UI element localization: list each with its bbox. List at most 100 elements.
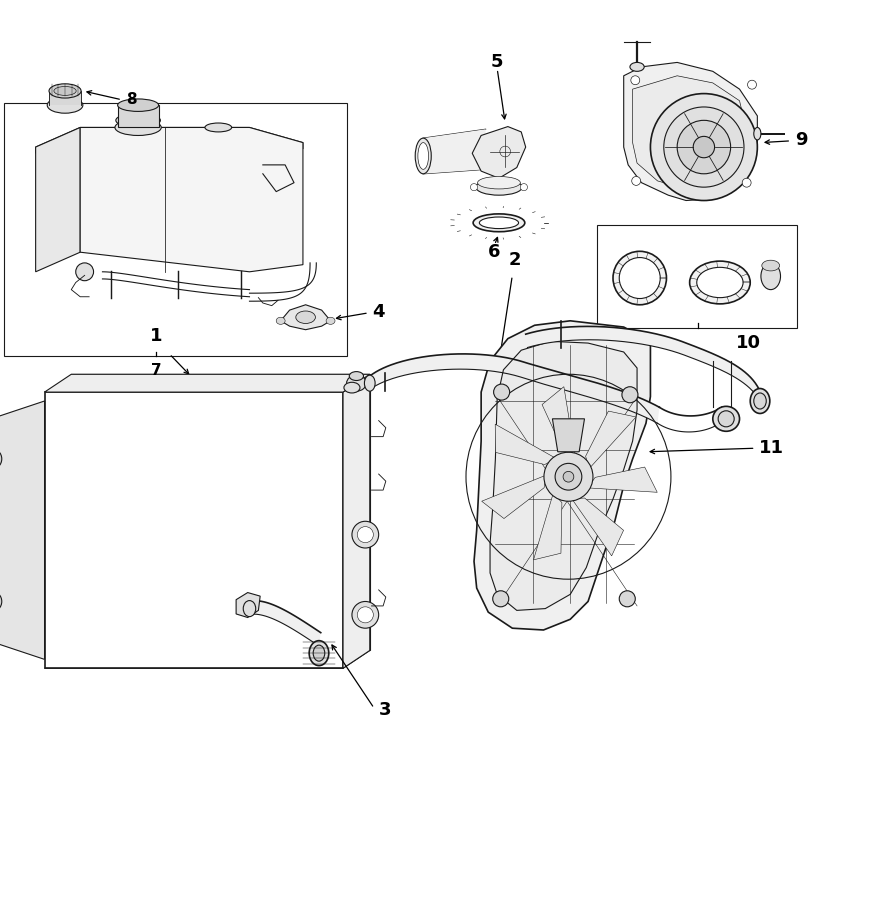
Ellipse shape xyxy=(53,86,77,95)
Ellipse shape xyxy=(0,590,2,612)
Ellipse shape xyxy=(697,267,743,298)
Polygon shape xyxy=(472,127,526,178)
Polygon shape xyxy=(552,418,584,452)
Ellipse shape xyxy=(479,217,519,229)
Ellipse shape xyxy=(364,375,375,392)
Text: 5: 5 xyxy=(491,53,503,71)
Polygon shape xyxy=(45,392,343,669)
Ellipse shape xyxy=(357,526,373,543)
Ellipse shape xyxy=(690,261,750,304)
Polygon shape xyxy=(0,401,45,660)
Polygon shape xyxy=(71,374,370,651)
Text: 4: 4 xyxy=(372,303,385,321)
Ellipse shape xyxy=(296,311,315,323)
Ellipse shape xyxy=(754,128,761,140)
Polygon shape xyxy=(236,592,260,617)
Polygon shape xyxy=(588,467,658,492)
Ellipse shape xyxy=(0,448,2,470)
Ellipse shape xyxy=(349,372,364,381)
Ellipse shape xyxy=(347,375,366,392)
Ellipse shape xyxy=(276,317,285,324)
Ellipse shape xyxy=(520,184,527,191)
Ellipse shape xyxy=(473,214,525,231)
Ellipse shape xyxy=(664,107,744,187)
Ellipse shape xyxy=(470,184,478,191)
Ellipse shape xyxy=(754,393,766,409)
Ellipse shape xyxy=(619,590,635,607)
Ellipse shape xyxy=(563,472,574,482)
Polygon shape xyxy=(495,424,556,464)
Polygon shape xyxy=(585,411,636,469)
Polygon shape xyxy=(526,327,761,403)
Polygon shape xyxy=(490,341,637,610)
Ellipse shape xyxy=(49,84,81,98)
Ellipse shape xyxy=(493,590,509,607)
Polygon shape xyxy=(624,62,757,201)
Polygon shape xyxy=(542,387,575,455)
Polygon shape xyxy=(80,128,303,272)
Ellipse shape xyxy=(677,121,731,174)
Text: 9: 9 xyxy=(795,130,807,148)
Ellipse shape xyxy=(326,317,335,324)
Ellipse shape xyxy=(748,80,756,89)
Polygon shape xyxy=(45,651,370,669)
Ellipse shape xyxy=(630,62,644,71)
Polygon shape xyxy=(534,493,562,560)
Polygon shape xyxy=(343,374,370,669)
Ellipse shape xyxy=(622,387,638,403)
Ellipse shape xyxy=(478,176,520,189)
Polygon shape xyxy=(248,601,321,646)
Ellipse shape xyxy=(494,384,510,400)
Ellipse shape xyxy=(205,123,232,132)
Bar xyxy=(4,103,347,356)
Polygon shape xyxy=(45,374,370,392)
Ellipse shape xyxy=(309,641,329,666)
Ellipse shape xyxy=(480,139,491,159)
Polygon shape xyxy=(36,128,303,153)
Ellipse shape xyxy=(742,178,751,187)
Ellipse shape xyxy=(476,179,522,195)
Ellipse shape xyxy=(47,97,83,113)
Ellipse shape xyxy=(357,607,373,623)
Ellipse shape xyxy=(761,263,781,290)
Text: 2: 2 xyxy=(509,251,521,269)
Ellipse shape xyxy=(118,99,159,112)
Ellipse shape xyxy=(344,382,360,393)
Ellipse shape xyxy=(352,601,379,628)
Bar xyxy=(118,105,159,128)
Ellipse shape xyxy=(116,113,160,128)
Polygon shape xyxy=(474,320,650,630)
Bar xyxy=(49,91,81,105)
Ellipse shape xyxy=(693,137,715,157)
Text: 7: 7 xyxy=(151,363,161,378)
Text: 1: 1 xyxy=(150,327,162,345)
Polygon shape xyxy=(482,475,546,518)
Polygon shape xyxy=(572,498,624,556)
Ellipse shape xyxy=(631,76,640,85)
Ellipse shape xyxy=(314,645,325,662)
Ellipse shape xyxy=(555,464,582,490)
Polygon shape xyxy=(281,305,331,329)
Text: 8: 8 xyxy=(127,93,137,107)
Ellipse shape xyxy=(632,176,641,185)
Text: 11: 11 xyxy=(759,439,784,457)
Bar xyxy=(597,226,797,328)
Text: 6: 6 xyxy=(488,243,501,261)
Ellipse shape xyxy=(619,257,660,299)
Text: 10: 10 xyxy=(736,334,761,352)
Ellipse shape xyxy=(418,142,429,169)
Ellipse shape xyxy=(718,410,734,427)
Ellipse shape xyxy=(76,263,94,281)
Ellipse shape xyxy=(352,521,379,548)
Ellipse shape xyxy=(762,260,780,271)
Text: 3: 3 xyxy=(379,701,391,719)
Polygon shape xyxy=(36,128,80,272)
Ellipse shape xyxy=(415,138,431,174)
Polygon shape xyxy=(370,354,659,423)
Ellipse shape xyxy=(650,94,757,201)
Polygon shape xyxy=(423,130,486,174)
Ellipse shape xyxy=(115,120,161,136)
Ellipse shape xyxy=(750,389,770,413)
Ellipse shape xyxy=(713,406,740,431)
Polygon shape xyxy=(633,76,747,189)
